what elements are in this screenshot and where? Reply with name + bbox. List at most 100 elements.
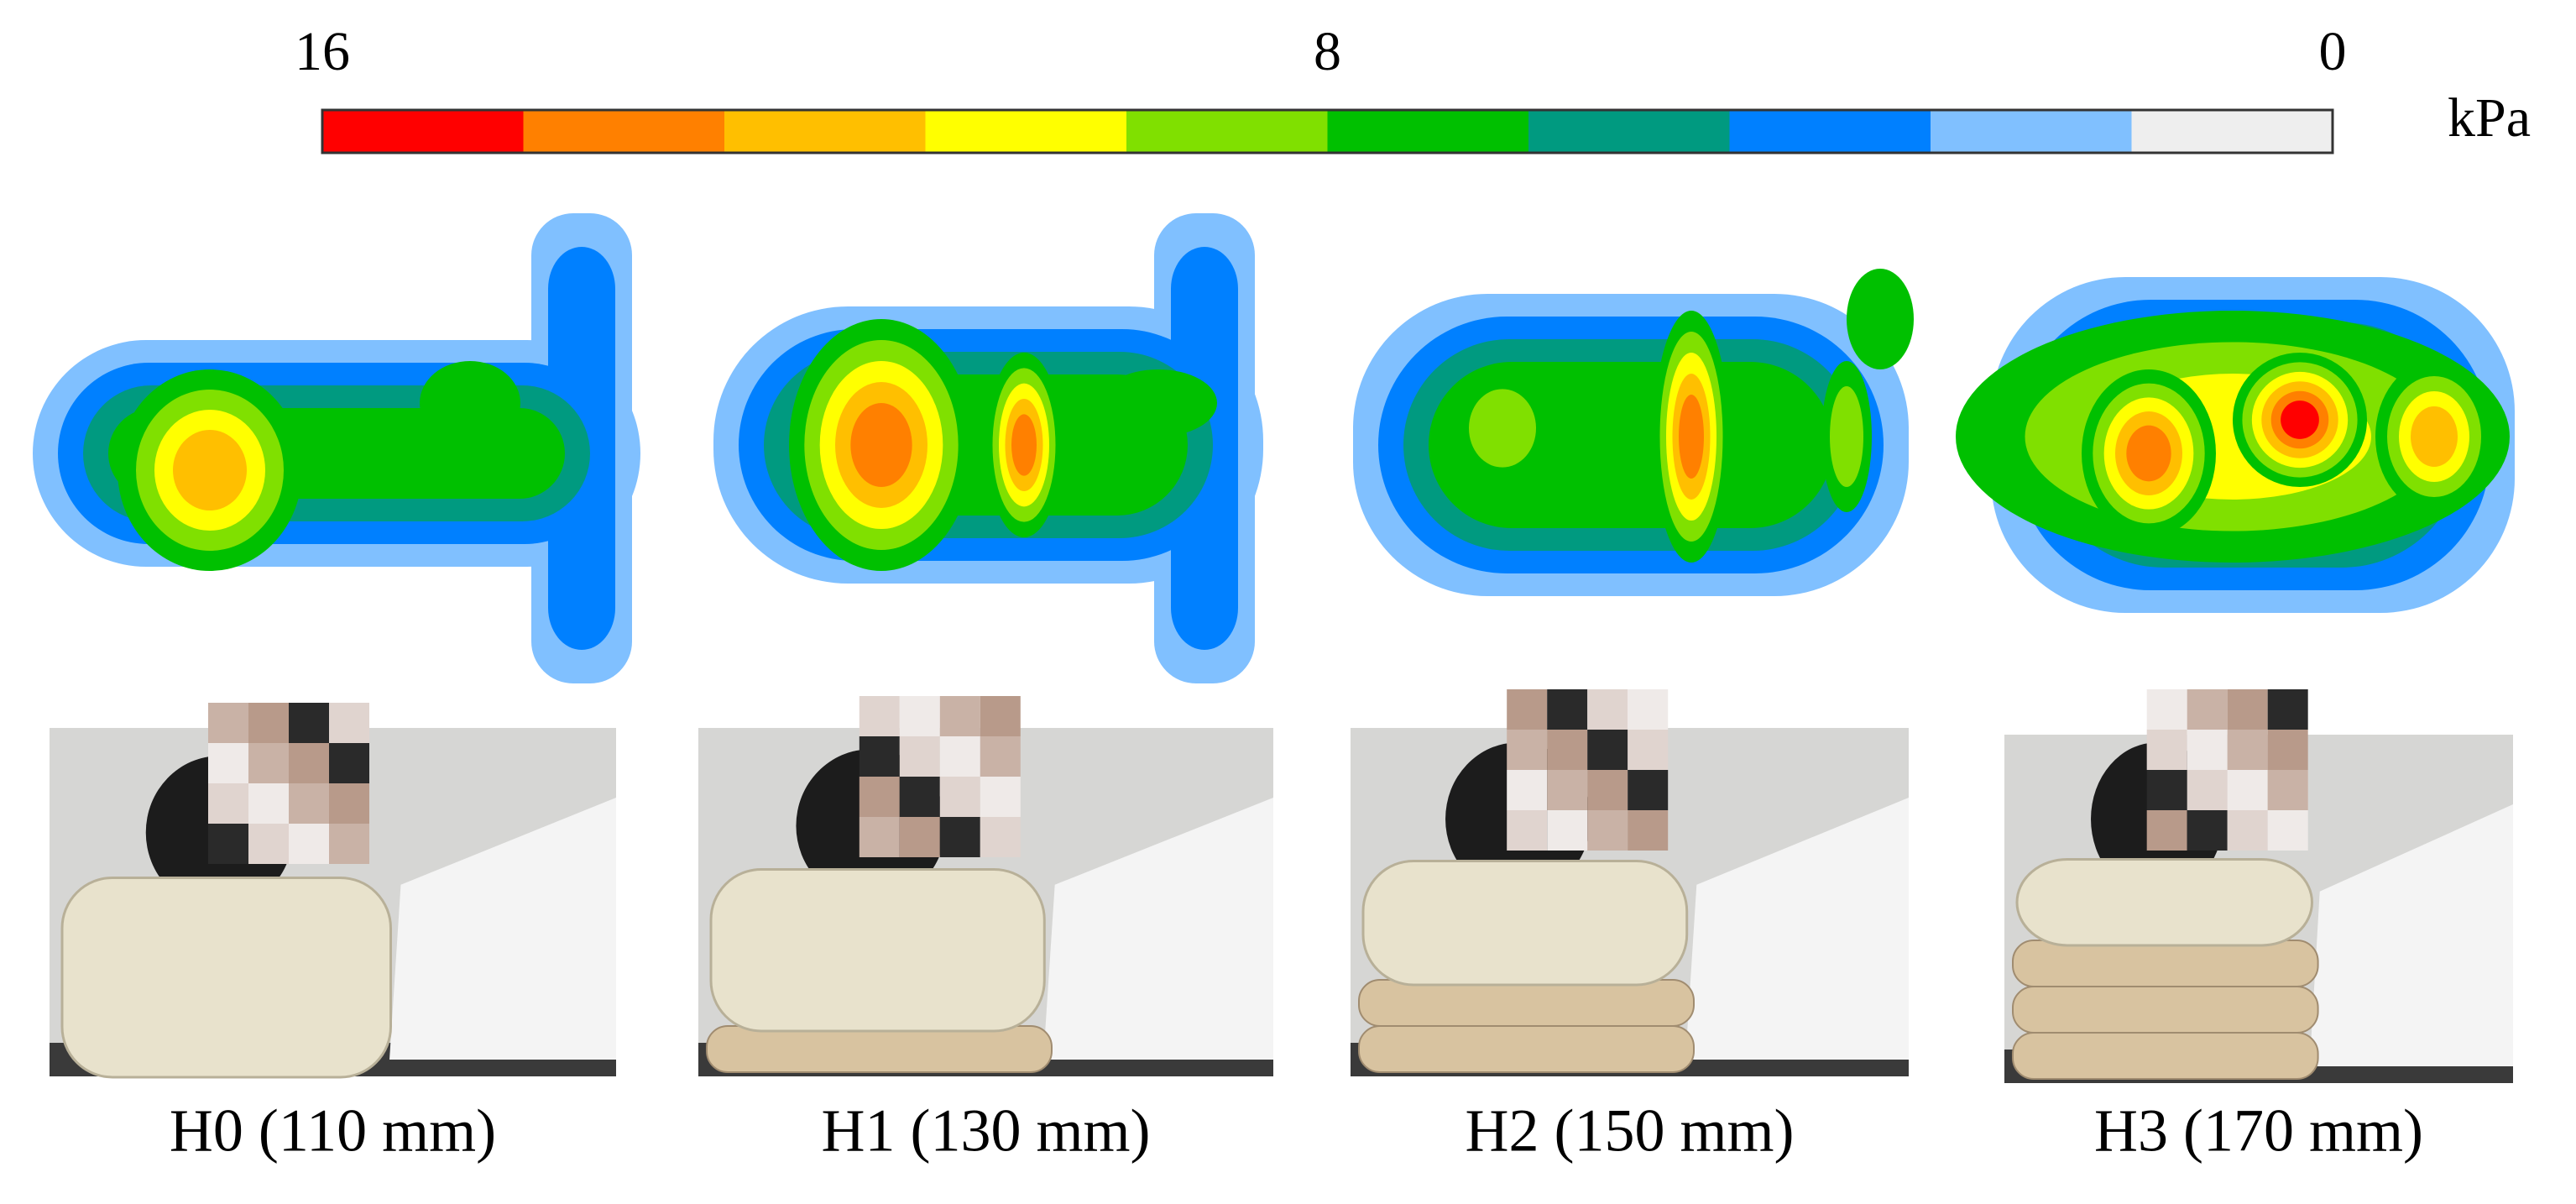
pressure-map xyxy=(33,213,640,683)
color-band xyxy=(1126,110,1328,153)
pressure-maps xyxy=(33,213,2515,683)
contour xyxy=(1830,386,1863,487)
pixelated-face xyxy=(1547,730,1588,770)
shirt xyxy=(1685,798,1909,1060)
pixelated-face xyxy=(1547,810,1588,851)
pixelated-face xyxy=(980,736,1021,777)
contour xyxy=(850,403,912,487)
pixelated-face xyxy=(1587,730,1628,770)
pixelated-face xyxy=(859,777,900,817)
contour xyxy=(2411,406,2458,467)
color-band xyxy=(322,110,524,153)
pixelated-face xyxy=(248,783,289,824)
pixelated-face xyxy=(2267,730,2308,770)
pixelated-face xyxy=(2187,730,2228,770)
pixelated-face xyxy=(208,703,248,743)
pixelated-face xyxy=(329,743,369,783)
pixelated-face xyxy=(329,703,369,743)
pixelated-face xyxy=(248,824,289,864)
contour xyxy=(420,361,520,445)
pixelated-face xyxy=(899,736,940,777)
contour xyxy=(2281,400,2319,439)
panel-label: H2 (150 mm) xyxy=(1466,1097,1795,1165)
pixelated-face xyxy=(1507,730,1548,770)
panel-label: H1 (130 mm) xyxy=(822,1097,1151,1165)
color-band xyxy=(1729,110,1931,153)
pixelated-face xyxy=(289,703,329,743)
pixelated-face xyxy=(1507,689,1548,730)
contour xyxy=(1469,389,1536,468)
pixelated-face xyxy=(289,824,329,864)
contour xyxy=(173,430,247,510)
pixelated-face xyxy=(2146,810,2187,851)
pixelated-face xyxy=(208,783,248,824)
pixelated-face xyxy=(939,736,980,777)
pixelated-face xyxy=(2267,689,2308,730)
contour xyxy=(1011,414,1037,476)
pixelated-face xyxy=(1587,810,1628,851)
color-band xyxy=(2131,110,2333,153)
colorbar-frame xyxy=(321,108,2334,154)
pixelated-face xyxy=(2187,810,2228,851)
pixelated-face xyxy=(899,777,940,817)
color-band xyxy=(925,110,1127,153)
colorbar-tick-label: 8 xyxy=(1314,21,1341,82)
pixelated-face xyxy=(2187,689,2228,730)
pixelated-face xyxy=(2187,770,2228,810)
pixelated-face xyxy=(2227,810,2268,851)
pixelated-face xyxy=(1628,770,1669,810)
pixelated-face xyxy=(208,743,248,783)
pixelated-face xyxy=(899,817,940,857)
pixelated-face xyxy=(2267,770,2308,810)
pillow-layer xyxy=(2012,986,2319,1034)
pixelated-face xyxy=(899,696,940,736)
pixelated-face xyxy=(1628,730,1669,770)
pixelated-face xyxy=(2267,810,2308,851)
pillow-layer xyxy=(1358,1025,1695,1073)
color-band xyxy=(1327,110,1529,153)
color-band xyxy=(523,110,725,153)
pressure-map xyxy=(1956,277,2515,613)
photo: H1 (130 mm) xyxy=(698,696,1273,1165)
pixelated-face xyxy=(289,743,329,783)
photo: H3 (170 mm) xyxy=(2004,689,2513,1165)
pillow-layer xyxy=(1358,979,1695,1027)
pixelated-face xyxy=(1547,689,1588,730)
pixelated-face xyxy=(1628,810,1669,851)
pixelated-face xyxy=(2227,770,2268,810)
pixelated-face xyxy=(2227,730,2268,770)
pixelated-face xyxy=(939,817,980,857)
pillow xyxy=(1361,859,1689,987)
photos: H0 (110 mm) H1 (130 mm) H2 (150 mm) H3 (170… xyxy=(50,689,2513,1165)
pixelated-face xyxy=(1587,770,1628,810)
pixelated-face xyxy=(2146,730,2187,770)
contour xyxy=(1847,269,1914,369)
pixelated-face xyxy=(980,696,1021,736)
shirt xyxy=(389,798,616,1060)
contour xyxy=(2126,425,2171,482)
pixelated-face xyxy=(980,817,1021,857)
panel-label: H3 (170 mm) xyxy=(2094,1097,2423,1165)
contour xyxy=(1100,369,1217,437)
pixelated-face xyxy=(859,817,900,857)
pillow-layer xyxy=(706,1025,1053,1073)
pressure-map xyxy=(1353,269,1914,596)
pixelated-face xyxy=(248,743,289,783)
pillow xyxy=(60,876,392,1079)
pixelated-face xyxy=(208,824,248,864)
pixelated-face xyxy=(939,696,980,736)
colorbar-tick-label: 0 xyxy=(2319,21,2347,82)
color-band xyxy=(1931,110,2132,153)
contour xyxy=(1679,395,1704,479)
pixelated-face xyxy=(859,696,900,736)
pillow xyxy=(709,867,1046,1033)
colorbar: 16 8 0 xyxy=(295,21,2347,154)
pixelated-face xyxy=(1547,770,1588,810)
pixelated-face xyxy=(1507,810,1548,851)
pixelated-face xyxy=(1628,689,1669,730)
pixelated-face xyxy=(248,703,289,743)
pillow-layer xyxy=(2012,940,2319,987)
color-band xyxy=(724,110,926,153)
pixelated-face xyxy=(2146,770,2187,810)
